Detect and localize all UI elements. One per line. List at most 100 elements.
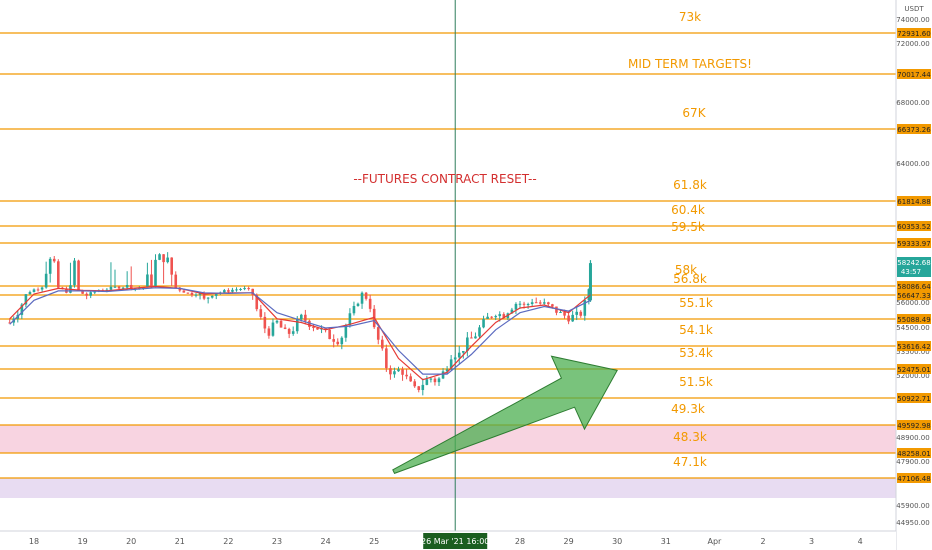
candle-body	[239, 288, 242, 290]
level-price-label: 48258.01	[897, 450, 930, 458]
candle-body	[486, 316, 489, 319]
candle-body	[48, 258, 52, 274]
candle-body	[441, 371, 445, 379]
level-price-tag	[897, 290, 931, 300]
level-price-label: 53616.42	[897, 343, 930, 351]
candle-body	[356, 303, 360, 306]
candle-body	[300, 314, 303, 320]
level-price-label: 58086.64	[897, 283, 931, 291]
date-tick-label: 18	[29, 537, 39, 546]
candle-body	[328, 329, 331, 340]
candle-body	[336, 341, 340, 345]
candle-body	[344, 325, 348, 338]
candle-body	[429, 378, 433, 380]
candle-body	[401, 369, 404, 375]
candle-body	[433, 378, 437, 383]
candle-body	[498, 314, 502, 317]
candle-body	[376, 327, 380, 340]
level-price-label: 60353.52	[897, 223, 930, 231]
candle-body	[81, 289, 84, 294]
level-price-tag	[897, 448, 931, 458]
candle-body	[534, 302, 538, 304]
candle-body	[417, 386, 421, 391]
candle-body	[32, 289, 36, 293]
candle-body	[530, 302, 534, 305]
level-price-tag	[897, 364, 931, 374]
currency-label: USDT	[904, 5, 924, 13]
candle-body	[85, 293, 88, 296]
level-price-label: 59333.97	[897, 240, 930, 248]
candle-body	[178, 287, 182, 291]
date-tick-label: 23	[272, 537, 282, 546]
price-tick-label: 45900.00	[896, 502, 929, 510]
candle-body	[227, 290, 230, 292]
ma-slow-line	[9, 287, 591, 375]
price-tick-label: 48900.00	[896, 434, 929, 442]
candle-body	[514, 303, 518, 310]
candle-body	[324, 328, 327, 330]
date-tick-label: 19	[78, 537, 88, 546]
level-price-label: 66373.26	[897, 126, 931, 134]
price-tick-label: 44950.00	[896, 519, 929, 527]
candle-body	[210, 295, 214, 298]
candle-body	[555, 306, 558, 313]
candle-body	[283, 327, 287, 329]
price-tick-label: 53500.00	[896, 348, 929, 356]
candle-body	[381, 339, 384, 349]
candle-body	[20, 304, 24, 315]
candle-body	[352, 305, 356, 314]
time-axis[interactable]: 18 19 20 21 22 23 24 25 28 29 30 31 Apr 2 3 426 Mar '21…	[0, 530, 896, 550]
level-annotation-6: 58k	[675, 263, 697, 277]
price-axis[interactable]: USDT 74000.00 72000.00 68000.00 64000.00 5600…	[895, 0, 932, 550]
candle-body	[538, 302, 542, 304]
candle-body	[154, 259, 157, 287]
candle-body	[295, 319, 299, 332]
candle-body	[543, 302, 546, 304]
candle-body	[474, 336, 477, 339]
price-tick-label: 72000.00	[896, 40, 929, 48]
candle-body	[206, 297, 210, 299]
level-price-tag	[897, 28, 931, 38]
candle-body	[287, 328, 291, 334]
level-annotation-14: 47.1k	[673, 455, 707, 469]
candle-body	[522, 303, 526, 305]
candle-body	[214, 293, 218, 296]
candle-body	[466, 337, 469, 352]
price-tick-label: 56000.00	[896, 299, 929, 307]
candle-body	[194, 294, 198, 296]
candle-body	[89, 292, 92, 296]
candle-body	[146, 274, 149, 288]
annotation-layer: MID TERM TARGETS! --FUTURES CONTRACT RESE…	[353, 57, 752, 186]
candle-body	[551, 304, 554, 307]
level-price-label: 55088.49	[897, 316, 930, 324]
candle-body	[304, 314, 307, 321]
date-tick-label: 3	[809, 537, 814, 546]
candle-body	[93, 291, 97, 293]
level-price-label: 56647.33	[897, 292, 930, 300]
candle-body	[502, 314, 506, 319]
ma-layer	[9, 285, 591, 381]
candle-body	[182, 290, 186, 293]
level-price-tag	[897, 393, 931, 403]
candle-body	[24, 294, 28, 305]
price-tick-label: 52000.00	[896, 372, 929, 380]
candle-body	[453, 357, 457, 360]
candle-body	[494, 316, 497, 318]
futures-reset-label: --FUTURES CONTRACT RESET--	[353, 172, 536, 186]
date-tick-label: 29	[564, 537, 574, 546]
candle-body	[316, 327, 319, 330]
price-tick-label: 64000.00	[896, 160, 929, 168]
candle-body	[567, 315, 570, 322]
countdown-label: 43:57	[901, 268, 921, 276]
candle-body	[563, 311, 566, 316]
candle-body	[57, 261, 60, 288]
candle-body	[583, 300, 587, 316]
level-annotation-10: 53.4k	[679, 346, 713, 360]
candle-body	[470, 337, 473, 339]
candle-body	[121, 287, 125, 289]
level-price-tag	[897, 314, 931, 324]
candle-body	[385, 348, 388, 369]
date-tick-label: 22	[223, 537, 233, 546]
candle-body	[223, 290, 226, 293]
